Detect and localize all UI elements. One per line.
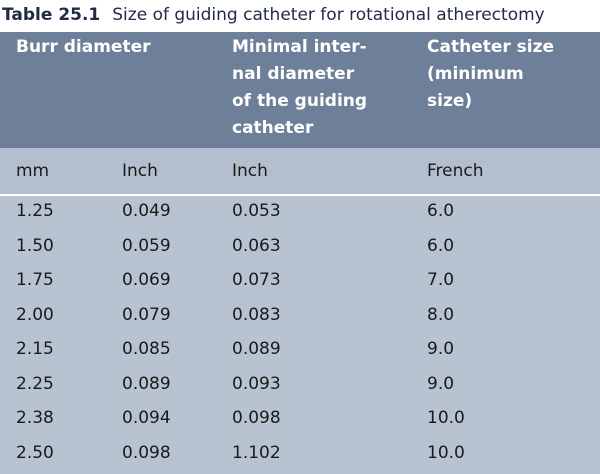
data-cell: 1.25 bbox=[16, 201, 54, 221]
header-cell: Minimal inter-nal diameter of the guiding… bbox=[232, 34, 367, 142]
data-cell: 0.089 bbox=[232, 339, 281, 359]
header-line: (minimum bbox=[427, 64, 524, 84]
data-cell: 8.0 bbox=[427, 304, 455, 325]
caption-text: Size of guiding catheter for rotational … bbox=[112, 5, 545, 25]
data-cell: 1.50 bbox=[16, 235, 54, 256]
data-cell: 6.0 bbox=[427, 235, 455, 256]
data-cell: 0.073 bbox=[232, 270, 281, 290]
header-line: Minimal inter- bbox=[232, 37, 367, 57]
table-caption: Table 25.1 Size of guiding catheter for r… bbox=[2, 4, 545, 26]
unit-cell: mm bbox=[16, 161, 50, 181]
data-cell: 1.102 bbox=[232, 442, 281, 463]
data-cell: 2.38 bbox=[16, 408, 54, 428]
caption-label: Table 25.1 bbox=[2, 5, 101, 25]
unit-cell: French bbox=[427, 161, 484, 181]
data-cell: 0.085 bbox=[122, 339, 171, 359]
data-cell: 0.098 bbox=[232, 408, 281, 428]
header-line: Catheter size bbox=[427, 37, 555, 57]
data-cell: 0.059 bbox=[122, 235, 171, 256]
data-cell: 0.083 bbox=[232, 304, 281, 325]
data-cell: 2.00 bbox=[16, 304, 54, 325]
data-cell: 0.093 bbox=[232, 373, 281, 394]
data-cell: 0.079 bbox=[122, 304, 171, 325]
data-cell: 6.0 bbox=[427, 201, 455, 221]
data-cell: 10.0 bbox=[427, 442, 465, 463]
data-cell: 0.049 bbox=[122, 201, 171, 221]
data-cell: 7.0 bbox=[427, 270, 455, 290]
header-line: catheter bbox=[232, 118, 314, 138]
data-cell: 2.25 bbox=[16, 373, 54, 394]
data-cell: 0.094 bbox=[122, 408, 171, 428]
header-cell: Burr diameter bbox=[16, 34, 151, 61]
body-background bbox=[0, 196, 600, 474]
data-cell: 0.063 bbox=[232, 235, 281, 256]
data-cell: 9.0 bbox=[427, 373, 455, 394]
data-cell: 0.069 bbox=[122, 270, 171, 290]
data-cell: 2.15 bbox=[16, 339, 54, 359]
header-line: of the guiding bbox=[232, 91, 368, 111]
data-cell: 9.0 bbox=[427, 339, 455, 359]
unit-cell: Inch bbox=[232, 161, 268, 181]
unit-cell: Inch bbox=[122, 161, 158, 181]
header-line: nal diameter bbox=[232, 64, 355, 84]
data-cell: 1.75 bbox=[16, 270, 54, 290]
header-cell: Catheter size (minimum size) bbox=[427, 34, 554, 115]
header-background bbox=[0, 32, 600, 148]
units-background bbox=[0, 148, 600, 194]
data-cell: 0.098 bbox=[122, 442, 171, 463]
data-cell: 0.089 bbox=[122, 373, 171, 394]
data-cell: 0.053 bbox=[232, 201, 281, 221]
header-line: Burr diameter bbox=[16, 37, 151, 57]
data-cell: 10.0 bbox=[427, 408, 465, 428]
data-cell: 2.50 bbox=[16, 442, 54, 463]
header-line: size) bbox=[427, 91, 473, 111]
